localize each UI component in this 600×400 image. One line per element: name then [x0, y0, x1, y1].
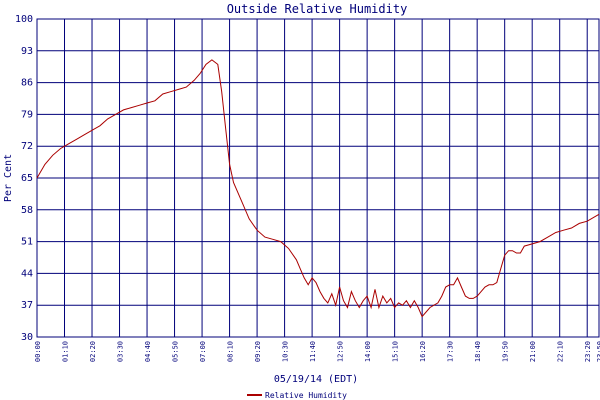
y-tick-label: 100 — [15, 14, 33, 25]
x-tick-label: 07:00 — [199, 341, 207, 362]
y-tick-label: 58 — [21, 205, 33, 216]
x-tick-label: 12:50 — [337, 341, 345, 362]
x-tick-label: 08:10 — [227, 341, 235, 362]
y-tick-label: 51 — [21, 237, 33, 248]
x-tick-label: 15:10 — [392, 341, 400, 362]
x-tick-label: 02:20 — [89, 341, 97, 362]
y-tick-label: 65 — [21, 173, 33, 184]
x-tick-label: 14:00 — [364, 341, 372, 362]
legend: Relative Humidity — [247, 391, 347, 400]
x-tick-label: 22:10 — [557, 341, 565, 362]
y-tick-label: 86 — [21, 78, 33, 89]
y-tick-label: 37 — [21, 300, 33, 311]
series-line-relative-humidity — [36, 59, 600, 318]
x-tick-label: 18:40 — [474, 341, 482, 362]
x-tick-label: 11:40 — [309, 341, 317, 362]
y-tick-label: 72 — [21, 141, 33, 152]
y-axis-label: Per Cent — [3, 154, 14, 202]
x-tick-label: 03:30 — [117, 341, 125, 362]
x-tick-label: 00:00 — [34, 341, 42, 362]
x-tick-label: 01:10 — [62, 341, 70, 362]
x-tick-label: 23:50 — [596, 341, 600, 362]
legend-label-relative-humidity: Relative Humidity — [265, 391, 347, 400]
x-tick-labels: 00:00 01:10 02:20 03:30 04:40 05:50 07:00 08:10… — [34, 341, 600, 362]
x-tick-label: 05:50 — [172, 341, 180, 362]
y-tick-label: 79 — [21, 109, 33, 120]
x-tick-label: 19:50 — [502, 341, 510, 362]
x-tick-label: 23:20 — [584, 341, 592, 362]
x-axis-label: 05/19/14 (EDT) — [274, 374, 358, 385]
x-tick-label: 21:00 — [529, 341, 537, 362]
x-tick-label: 10:30 — [282, 341, 290, 362]
y-tick-label: 44 — [21, 268, 33, 279]
chart-title: Outside Relative Humidity — [227, 2, 408, 16]
x-tick-label: 04:40 — [144, 341, 152, 362]
x-tick-label: 16:20 — [419, 341, 427, 362]
y-tick-label: 93 — [21, 46, 33, 57]
x-tick-label: 17:30 — [447, 341, 455, 362]
y-tick-label: 30 — [21, 332, 33, 343]
y-tick-labels: 100 93 86 79 72 65 58 51 44 37 30 — [15, 14, 33, 343]
chart-grid — [36, 18, 600, 338]
x-tick-label: 09:20 — [254, 341, 262, 362]
